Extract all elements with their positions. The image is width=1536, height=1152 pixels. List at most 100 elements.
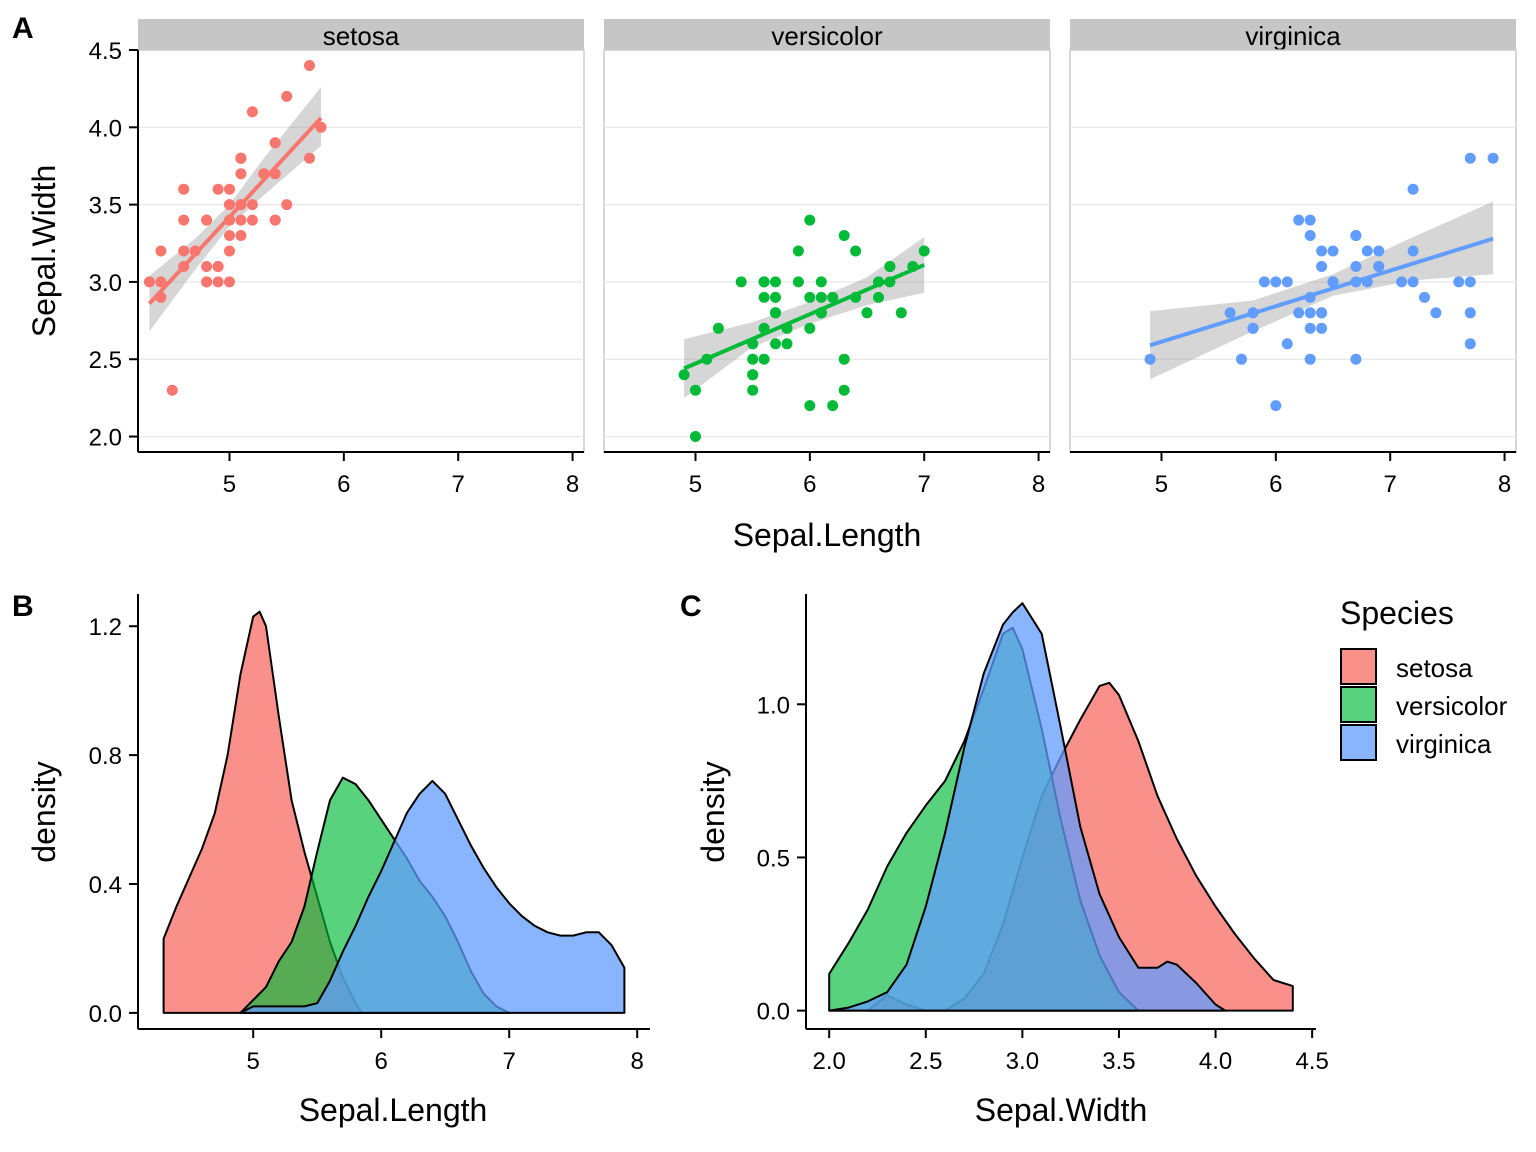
data-point <box>690 384 701 396</box>
regression-line <box>1149 236 1494 348</box>
y-tick-label: 0.0 <box>89 1001 122 1028</box>
data-point <box>155 245 167 257</box>
data-point <box>1224 307 1236 319</box>
x-tick-label: 8 <box>631 1048 644 1075</box>
grid-lines <box>604 126 1050 438</box>
data-point <box>1350 353 1362 365</box>
data-point <box>827 291 839 303</box>
x-axis-title: Sepal.Width <box>975 1092 1148 1128</box>
x-tick-label: 8 <box>566 471 579 498</box>
x-tick-label: 5 <box>223 471 236 498</box>
data-point <box>1396 276 1408 288</box>
data-point <box>1258 276 1270 288</box>
data-point <box>281 90 293 102</box>
data-point <box>212 261 224 272</box>
legend-item-versicolor: versicolor <box>1340 686 1508 723</box>
data-point <box>758 276 770 288</box>
data-point <box>838 353 850 365</box>
data-point <box>1304 230 1316 241</box>
data-point <box>246 199 258 211</box>
data-point <box>212 183 224 195</box>
data-point <box>747 369 759 381</box>
legend-label-versicolor: versicolor <box>1396 691 1508 721</box>
data-point <box>1373 245 1385 257</box>
facet-strip <box>138 19 584 50</box>
data-point <box>1407 276 1419 288</box>
data-point <box>792 245 804 257</box>
y-tick-label: 1.2 <box>89 614 122 641</box>
data-point <box>315 121 327 133</box>
data-point <box>178 214 190 226</box>
data-point <box>1304 353 1316 365</box>
data-point <box>224 230 235 241</box>
data-point <box>804 400 816 412</box>
facet-virginica: virginica 5 6 7 8 <box>1069 19 1517 498</box>
data-point <box>781 338 793 350</box>
data-point <box>269 137 281 149</box>
y-tick-label: 4.0 <box>89 115 122 142</box>
facet-plot-area <box>603 49 1051 453</box>
data-point <box>838 384 850 396</box>
data-point <box>895 307 907 319</box>
regression-line <box>683 263 925 371</box>
data-point <box>1407 183 1419 195</box>
axes: 2.0 2.5 3.0 3.5 4.0 4.5 0.0 0.5 1.0 <box>757 594 1329 1075</box>
data-point <box>1270 276 1282 288</box>
data-point <box>770 307 781 319</box>
data-point <box>770 338 781 350</box>
data-point <box>1293 214 1305 226</box>
data-point <box>201 261 213 272</box>
x-tick-label: 7 <box>918 471 931 498</box>
data-point <box>770 291 781 303</box>
data-point <box>804 322 816 334</box>
data-point <box>143 276 155 288</box>
x-axis: 5 6 7 8 <box>138 451 584 498</box>
data-point <box>815 291 827 303</box>
data-point <box>804 214 816 226</box>
data-point <box>1236 353 1247 365</box>
data-point <box>815 276 827 288</box>
y-tick-label: 1.0 <box>757 692 790 719</box>
y-tick-label: 0.4 <box>89 872 122 899</box>
x-tick-label: 5 <box>689 471 702 498</box>
data-point <box>1453 276 1465 288</box>
x-tick-label: 4.0 <box>1199 1048 1232 1075</box>
data-point <box>792 276 804 288</box>
legend-item-setosa: setosa <box>1340 648 1473 685</box>
y-tick-label: 4.5 <box>89 38 122 65</box>
data-point <box>235 230 247 241</box>
x-tick-label: 3.0 <box>1006 1048 1039 1075</box>
legend: Species setosa versicolor virginica <box>1340 595 1508 761</box>
data-point <box>178 245 190 257</box>
x-tick-label: 2.5 <box>909 1048 942 1075</box>
x-tick-label: 3.5 <box>1102 1048 1135 1075</box>
data-point <box>304 60 315 71</box>
density-areas <box>828 602 1294 1012</box>
legend-label-virginica: virginica <box>1396 729 1492 759</box>
regression-line-setosa <box>147 116 323 305</box>
legend-label-setosa: setosa <box>1396 653 1473 683</box>
data-point <box>873 291 884 303</box>
legend-item-virginica: virginica <box>1340 724 1492 761</box>
data-point <box>1327 245 1339 257</box>
data-point <box>1407 245 1419 257</box>
data-point <box>827 400 839 412</box>
data-point <box>1373 261 1385 272</box>
legend-key-setosa <box>1340 648 1377 685</box>
data-point <box>758 291 770 303</box>
x-tick-label: 6 <box>375 1048 388 1075</box>
data-point <box>758 353 770 365</box>
y-tick-label: 2.0 <box>89 425 122 452</box>
data-point <box>269 214 281 226</box>
legend-key-virginica <box>1340 724 1377 761</box>
data-point <box>224 245 235 257</box>
data-point <box>201 214 213 226</box>
x-tick-label: 6 <box>1269 471 1282 498</box>
data-point <box>281 199 293 211</box>
x-tick-label: 2.0 <box>812 1048 845 1075</box>
x-tick-label: 7 <box>503 1048 516 1075</box>
data-point <box>224 183 235 195</box>
panel-c-density: 2.0 2.5 3.0 3.5 4.0 4.50.00.51.0 Sepal.Width … <box>695 594 1329 1128</box>
panel-tag-a: A <box>12 12 34 45</box>
